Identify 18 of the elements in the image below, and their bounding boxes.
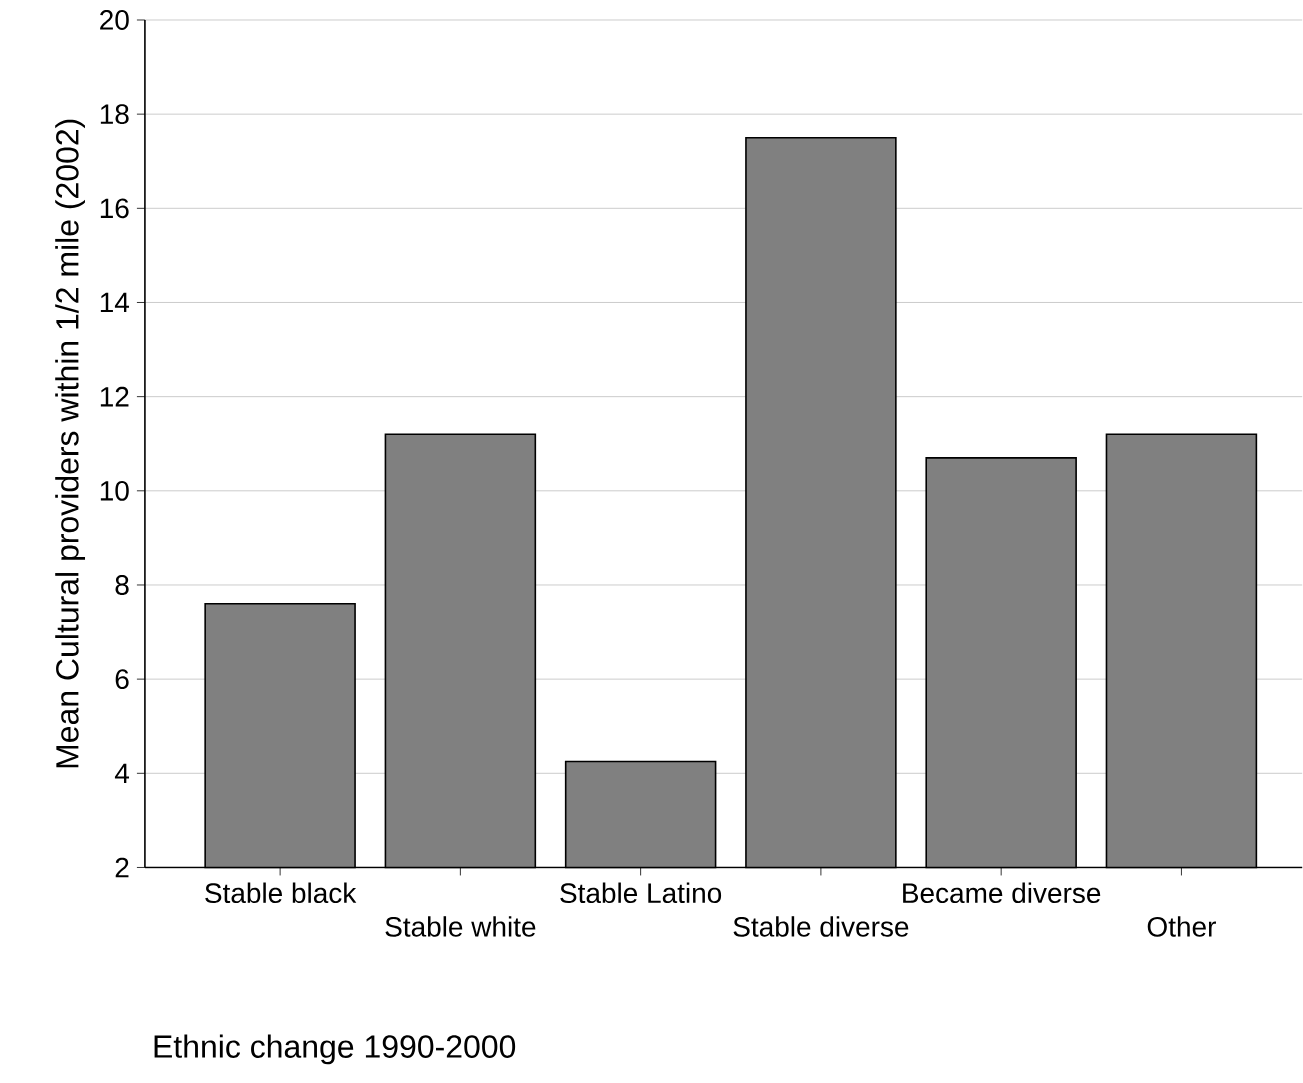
y-tick-label: 2 [115,857,129,878]
y-axis-title: Mean Cultural providers within 1/2 mile (2002) [55,119,86,768]
x-axis-title: Ethnic change 1990-2000 [154,1034,516,1065]
y-tick-label: 14 [100,292,130,312]
x-tick-label: Stable diverse [733,916,909,937]
y-tick-label: 6 [115,669,129,689]
y-tick-label: 4 [114,763,130,783]
y-tick-label: 16 [100,198,129,219]
y-tick-label: 12 [100,386,129,407]
x-tick-label: Stable Latino [560,882,722,903]
x-tick-label: Other [1147,916,1216,937]
y-tick-label: 20 [100,9,129,30]
y-tick-label: 8 [115,574,129,595]
x-tick-label: Stable white [385,916,536,937]
y-tick-label: 18 [100,104,129,124]
x-tick-label: Stable black [205,882,357,903]
x-tick-label: Became diverse [903,882,1101,903]
y-tick-label: 10 [100,480,129,501]
